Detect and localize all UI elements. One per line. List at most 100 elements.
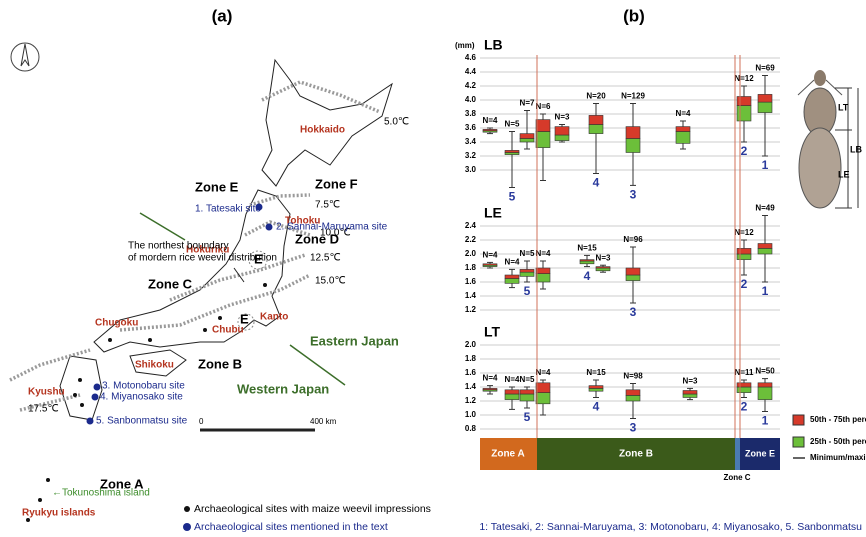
zone-label: Zone C (723, 473, 750, 482)
isotherm-label: 15.0℃ (315, 276, 346, 287)
n-label: N=96 (623, 235, 643, 244)
y-tick-label: 1.0 (465, 410, 477, 419)
box-upper (758, 383, 772, 387)
panel-label: (a) (212, 6, 233, 25)
box-lower (589, 125, 603, 134)
box-lower (683, 394, 697, 398)
site-number: 3 (630, 188, 637, 202)
site-number: 5 (524, 410, 531, 424)
n-label: N=4 (505, 258, 520, 267)
figure: (a) Zone E Zone F Zone D Zone C Zone B Z… (0, 0, 866, 537)
n-label: N=3 (596, 253, 611, 262)
region-title: Western Japan (237, 381, 329, 396)
panel-label: (b) (623, 6, 645, 25)
box-lower (505, 279, 519, 284)
box-lower (758, 248, 772, 254)
region-label: Kyushu (28, 387, 65, 398)
n-label: N=5 (520, 375, 535, 384)
n-label: N=4 (676, 109, 691, 118)
box-lower (536, 274, 550, 282)
y-tick-label: 3.2 (465, 151, 477, 160)
box-lower (737, 254, 751, 260)
legend-text: Archaeological sites with maize weevil i… (194, 503, 431, 515)
n-label: N=4 (483, 374, 498, 383)
y-tick-label: 3.8 (465, 109, 477, 118)
box-upper (483, 388, 497, 389)
site-key: 1: Tatesaki, 2: Sannai-Maruyama, 3: Moto… (479, 521, 862, 533)
region-label: Chubu (212, 325, 244, 336)
zone-label: Zone E (195, 179, 239, 194)
box-upper (737, 97, 751, 106)
region-label: Ryukyu islands (22, 508, 96, 519)
region-label: Kanto (260, 312, 288, 323)
box-upper (580, 260, 594, 261)
n-label: N=50 (755, 367, 775, 376)
n-label: N=7 (520, 99, 535, 108)
y-tick-label: 1.8 (465, 263, 477, 272)
weevil-label: LE (838, 169, 850, 179)
box-lower (555, 135, 569, 141)
box-upper (737, 383, 751, 387)
zone-label: Zone A (491, 449, 525, 460)
n-label: N=3 (555, 113, 570, 122)
n-label: N=4 (536, 249, 551, 258)
n-label: N=4 (505, 375, 520, 384)
n-label: N=4 (483, 116, 498, 125)
legend-swatch (793, 437, 804, 447)
n-label: N=49 (755, 204, 775, 213)
y-tick-label: 4.4 (465, 67, 477, 76)
site-label: 3. Motonobaru site (102, 381, 185, 392)
y-tick-label: 1.8 (465, 354, 477, 363)
box-upper (683, 391, 697, 395)
site-number: 1 (762, 414, 769, 428)
box-lower (626, 275, 640, 281)
box-upper (536, 268, 550, 274)
site-number: 1 (762, 284, 769, 298)
zone-label: Zone F (315, 176, 358, 191)
box-lower (589, 388, 603, 391)
y-tick-label: 2.4 (465, 221, 477, 230)
boundary-note: of mordern rice weevil distribution (128, 253, 277, 264)
isotherm-label: 17.5℃ (28, 404, 59, 415)
isotherm-label: 7.5℃ (315, 200, 340, 211)
chart-name: LT (484, 324, 501, 340)
isotherm-label: 12.5℃ (310, 253, 341, 264)
legend-dot (183, 523, 191, 531)
zone-label: Zone C (148, 276, 193, 291)
box-upper (589, 115, 603, 124)
n-label: N=15 (577, 244, 597, 253)
legend-text: 50th - 75th percentile (810, 415, 866, 424)
y-tick-label: 3.4 (465, 137, 477, 146)
n-label: N=69 (755, 64, 775, 73)
n-label: N=15 (586, 368, 606, 377)
site-number: 5 (524, 284, 531, 298)
box-upper (758, 244, 772, 249)
legend-text: Archaeological sites mentioned in the te… (194, 521, 388, 533)
box-lower (596, 268, 610, 271)
site-number: 3 (630, 305, 637, 319)
n-label: N=11 (735, 368, 754, 377)
y-tick-label: 3.6 (465, 123, 477, 132)
box-lower (505, 153, 519, 155)
weevil-label: LB (850, 144, 862, 154)
n-label: N=12 (734, 228, 754, 237)
site-number: 3 (630, 421, 637, 435)
box-upper (505, 275, 519, 279)
legend-text: 25th - 50th percentile (810, 437, 866, 446)
site-number: 1 (762, 158, 769, 172)
region-title: Eastern Japan (310, 333, 399, 348)
zone-label: Zone E (745, 448, 775, 458)
site-number: 4 (584, 269, 591, 283)
region-label: Hokkaido (300, 125, 345, 136)
box-upper (536, 120, 550, 132)
y-tick-label: 2.2 (465, 235, 477, 244)
box-upper (555, 127, 569, 135)
n-label: N=20 (586, 92, 606, 101)
box-lower (536, 132, 550, 148)
box-lower (520, 139, 534, 143)
y-tick-label: 1.4 (465, 291, 477, 300)
y-tick-label: 1.6 (465, 368, 477, 377)
box-upper (626, 390, 640, 396)
y-tick-label: 1.2 (465, 305, 477, 314)
